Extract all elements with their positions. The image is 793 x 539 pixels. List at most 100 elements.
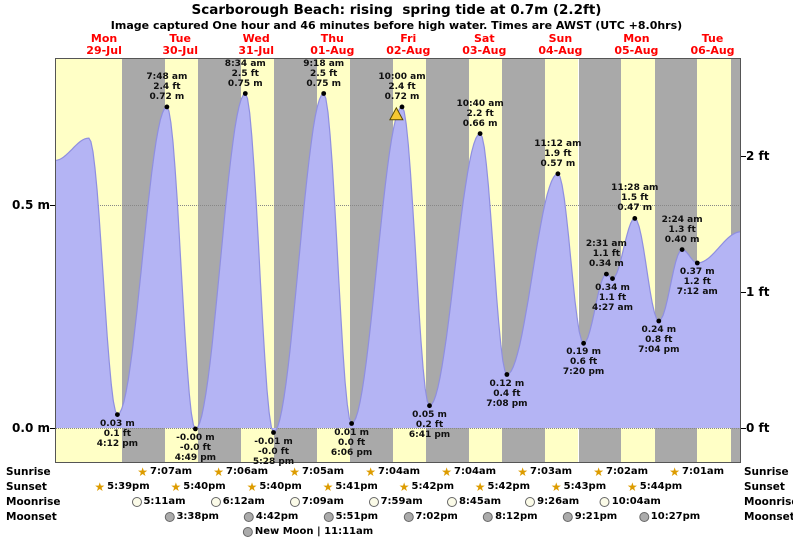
moonrise-icon [446, 497, 457, 507]
astro-time: 10:04am [611, 496, 661, 507]
y-axis-left-tick [50, 428, 55, 429]
sun-star-icon: ★ [213, 465, 225, 479]
tide-high-label: 10:40 am 2.2 ft 0.66 m [456, 98, 504, 129]
moonrise-row-label-right: Moonrise [744, 496, 793, 508]
day-label-06-aug: Tue 06-Aug [690, 32, 735, 57]
tide-low-label: 0.34 m 1.1 ft 4:27 am [592, 282, 633, 313]
day-label-30-jul: Tue 30-Jul [162, 32, 198, 57]
moonrise-entry: 6:12am [210, 496, 265, 508]
sunrise-entry: ★ 7:04am [441, 466, 496, 478]
sun-star-icon: ★ [246, 480, 258, 494]
moonrise-icon [131, 497, 142, 507]
moonset-icon [638, 512, 649, 522]
sunrise-entry: ★ 7:03am [517, 466, 572, 478]
tide-high-label: 2:24 am 1.3 ft 0.40 m [661, 214, 703, 245]
sunset-entry: ★ 5:42pm [399, 481, 454, 493]
moonset-entry: 7:02pm [403, 511, 458, 523]
sunrise-entry: ★ 7:07am [137, 466, 192, 478]
y-axis-left-label: 0.5 m [12, 198, 50, 212]
night-band [350, 58, 393, 463]
sunset-entry: ★ 5:40pm [170, 481, 225, 493]
moonset-icon [483, 512, 494, 522]
sunset-row-label-right: Sunset [744, 481, 785, 493]
astro-time: 6:12am [222, 496, 265, 507]
daylight-band [164, 58, 199, 463]
y-axis-right-tick [741, 156, 746, 158]
moonrise-entry: 9:26am [525, 496, 579, 508]
day-label-04-aug: Sun 04-Aug [538, 32, 583, 57]
moon-phase-line: New Moon | 11:11am [242, 526, 373, 538]
daylight-band [696, 58, 731, 463]
moonrise-entry: 7:09am [289, 496, 344, 508]
daylight-band [240, 58, 275, 463]
tide-low-label: 0.05 m 0.2 ft 6:41 pm [408, 409, 451, 440]
moonset-icon [562, 512, 573, 522]
day-label-31-jul: Wed 31-Jul [238, 32, 274, 57]
tide-low-label: 0.37 m 1.2 ft 7:12 am [676, 267, 718, 297]
astro-time: 7:04am [378, 466, 421, 477]
sun-star-icon: ★ [322, 480, 334, 494]
sun-star-icon: ★ [593, 465, 605, 479]
tide-high-label: 7:48 am 2.4 ft 0.72 m [146, 71, 188, 102]
astro-time: 8:45am [458, 496, 502, 507]
astro-time: 5:44pm [639, 481, 683, 492]
y-axis-right-label: 0 ft [746, 421, 770, 435]
astro-time: 5:40pm [259, 481, 302, 492]
tide-high-label: 11:28 am 1.5 ft 0.47 m [611, 183, 659, 214]
night-band [274, 58, 317, 463]
astro-time: 5:42pm [411, 481, 454, 492]
tide-low-label: 0.03 m 0.1 ft 4:12 pm [96, 418, 139, 449]
sun-star-icon: ★ [365, 465, 377, 479]
moonrise-entry: 7:59am [368, 496, 423, 508]
sunset-entry: ★ 5:39pm [94, 481, 149, 493]
sun-star-icon: ★ [550, 480, 562, 494]
day-label-01-aug: Thu 01-Aug [310, 32, 355, 57]
astro-time: 7:03am [530, 466, 573, 477]
sunrise-row-label-right: Sunrise [744, 466, 789, 478]
moonset-entry: 5:51pm [323, 511, 378, 523]
night-band [122, 58, 165, 463]
sun-star-icon: ★ [474, 480, 486, 494]
astro-time: 5:41pm [335, 481, 378, 492]
astro-time: 7:01am [682, 466, 725, 477]
tide-low-label: 0.24 m 0.8 ft 7:04 pm [638, 325, 680, 355]
sunset-entry: ★ 5:41pm [323, 481, 378, 493]
moonset-entry: 10:27pm [638, 511, 701, 523]
tide-high-label: 8:34 am 2.5 ft 0.75 m [224, 58, 266, 89]
tide-low-label: -0.01 m -0.0 ft 5:28 pm [252, 436, 295, 467]
moonrise-entry: 8:45am [446, 496, 502, 508]
astro-time: 7:05am [302, 466, 345, 477]
y-axis-right-label: 2 ft [746, 149, 770, 164]
moonset-icon [403, 512, 414, 522]
tide-high-label: 9:18 am 2.5 ft 0.75 m [303, 58, 345, 89]
astro-time: 3:38pm [176, 511, 219, 522]
daylight-band [316, 58, 351, 463]
daylight-band [55, 58, 122, 463]
sun-star-icon: ★ [441, 465, 453, 479]
astro-time: 7:07am [150, 466, 193, 477]
day-label-05-aug: Mon 05-Aug [614, 32, 659, 57]
astro-time: 10:27pm [650, 511, 701, 522]
tide-low-label: 0.19 m 0.6 ft 7:20 pm [562, 347, 605, 378]
moonset-row-label-left: Moonset [6, 511, 57, 523]
night-band [654, 58, 697, 463]
sun-star-icon: ★ [626, 480, 638, 494]
sun-star-icon: ★ [517, 465, 529, 479]
daylight-band [392, 58, 427, 463]
astro-time: 5:11am [143, 496, 186, 507]
moonrise-icon [368, 497, 379, 507]
sunrise-entry: ★ 7:06am [213, 466, 268, 478]
sun-star-icon: ★ [289, 465, 301, 479]
new-moon-icon [242, 527, 253, 537]
capture-subtitle: Image captured One hour and 46 minutes b… [110, 19, 683, 32]
moonrise-entry: 10:04am [599, 496, 661, 508]
y-axis-right-label: 1 ft [746, 285, 770, 300]
moonset-entry: 9:21pm [562, 511, 617, 523]
moonset-icon [243, 512, 254, 522]
sun-star-icon: ★ [94, 480, 106, 494]
astro-time: 7:02am [606, 466, 649, 477]
sunset-row-label-left: Sunset [6, 481, 47, 493]
sunrise-entry: ★ 7:01am [669, 466, 724, 478]
astro-time: 4:42pm [255, 511, 299, 522]
tide-high-label: 11:12 am 1.9 ft 0.57 m [534, 138, 582, 169]
